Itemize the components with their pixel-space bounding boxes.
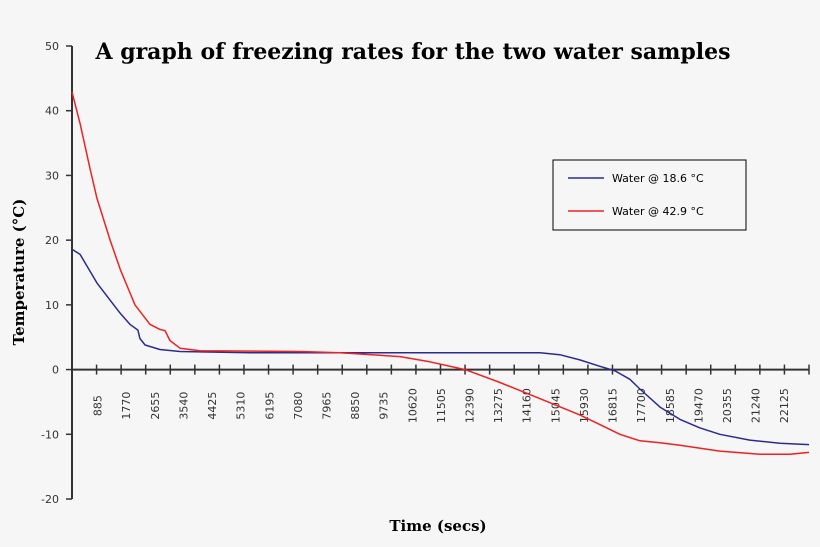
x-tick-label: 21240 xyxy=(750,388,763,423)
x-tick-label: 1770 xyxy=(120,392,133,420)
x-tick-label: 7965 xyxy=(320,392,333,420)
y-tick-label: 50 xyxy=(45,40,59,53)
x-tick-label: 18585 xyxy=(664,388,677,423)
x-tick-label: 5310 xyxy=(235,392,248,420)
y-tick-label: 40 xyxy=(45,105,59,118)
series-line-0 xyxy=(71,248,810,446)
x-tick-label: 11505 xyxy=(435,388,448,423)
x-tick-label: 7080 xyxy=(292,392,305,420)
legend-box xyxy=(552,159,747,231)
x-tick-label: 13275 xyxy=(492,388,505,423)
x-tick-label: 15930 xyxy=(578,388,591,423)
x-tick-label: 20355 xyxy=(721,388,734,423)
x-tick-label: 8850 xyxy=(349,392,362,420)
chart-title: A graph of freezing rates for the two wa… xyxy=(94,39,730,65)
series-lines xyxy=(71,91,810,456)
x-tick-label: 19470 xyxy=(692,388,705,423)
legend: Water @ 18.6 °C Water @ 42.9 °C xyxy=(552,159,747,231)
y-tick-label: 20 xyxy=(45,234,59,247)
y-tick-label: 30 xyxy=(45,169,59,182)
x-tick-label: 22125 xyxy=(778,388,791,423)
x-tick-label: 10620 xyxy=(406,388,419,423)
y-tick-label: -10 xyxy=(41,428,59,441)
x-tick-label: 3540 xyxy=(177,392,190,420)
x-tick-label: 16815 xyxy=(607,388,620,423)
legend-label-series-0: Water @ 18.6 °C xyxy=(612,172,704,185)
x-tick-label: 885 xyxy=(92,395,105,416)
axes: 50 40 30 20 10 0 -10 -20 885 1770 2655 3540 4425 5310… xyxy=(41,40,810,506)
series-line-1 xyxy=(71,91,810,456)
legend-label-series-1: Water @ 42.9 °C xyxy=(612,205,704,218)
x-tick-label: 2655 xyxy=(149,392,162,420)
x-tick-label: 17700 xyxy=(635,388,648,423)
x-tick-label: 4425 xyxy=(206,392,219,420)
y-tick-label: 10 xyxy=(45,299,59,312)
y-axis-label: Temperature (°C) xyxy=(10,199,28,346)
y-tick-label: 0 xyxy=(52,364,59,377)
y-tick-label: -20 xyxy=(41,493,59,506)
x-tick-label: 6195 xyxy=(263,392,276,420)
x-tick-label: 12390 xyxy=(464,388,477,423)
x-axis-label: Time (secs) xyxy=(389,517,486,535)
x-tick-label: 9735 xyxy=(378,392,391,420)
x-tick-label: 14160 xyxy=(521,388,534,423)
